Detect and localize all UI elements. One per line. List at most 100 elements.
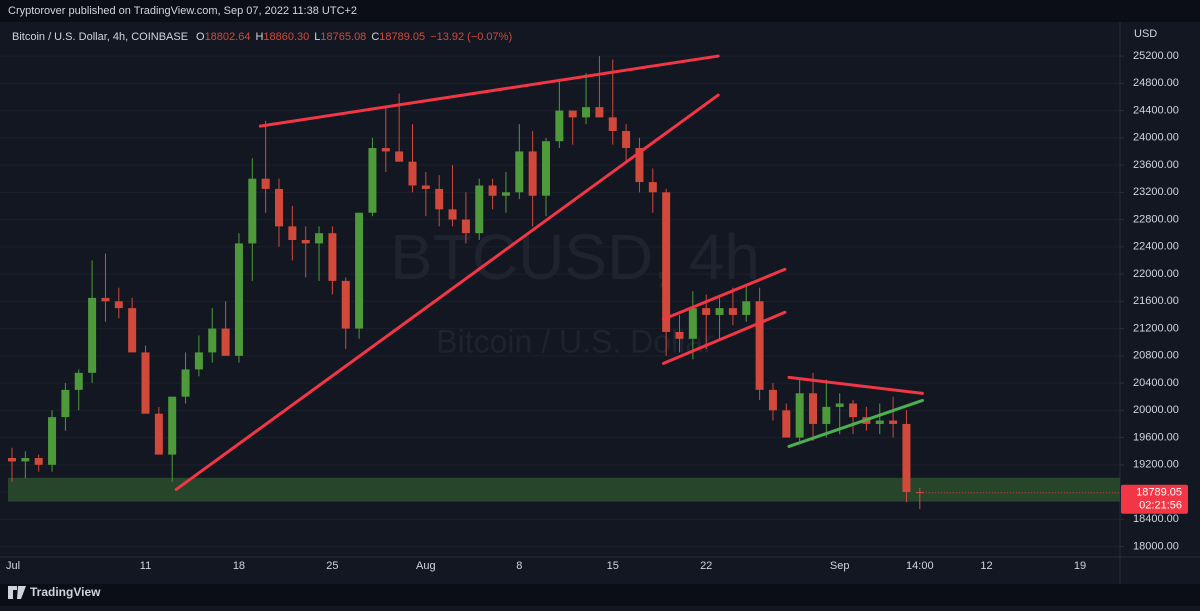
candle-body (261, 178, 270, 189)
ohlc-key: L (314, 31, 320, 43)
y-tick-label: 18000.00 (1133, 540, 1179, 552)
y-tick-label: 21600.00 (1133, 295, 1179, 307)
ohlc-key: C (371, 31, 379, 43)
candle-body (355, 212, 364, 329)
publisher: Cryptorover published on TradingView.com… (8, 5, 357, 17)
candle-body (515, 151, 524, 193)
candle-body (715, 308, 724, 315)
candle-body (889, 420, 898, 424)
last-price-tag (1121, 484, 1188, 514)
candle-body (768, 389, 777, 411)
candle-body (34, 458, 43, 465)
trend-line (258, 54, 720, 128)
candle-body (742, 301, 751, 315)
x-tick-label: 25 (326, 560, 338, 572)
candle-body (275, 188, 283, 227)
y-tick-label: 24800.00 (1133, 77, 1179, 89)
price-change: −13.92 (−0.07%) (430, 31, 512, 43)
y-tick-label: 20000.00 (1133, 404, 1179, 416)
candle-body (702, 308, 711, 315)
candle-body (461, 219, 470, 234)
y-tick-label: 20800.00 (1133, 350, 1179, 362)
y-tick-label: 24400.00 (1133, 104, 1179, 116)
candle-body (128, 308, 137, 353)
candle-body (208, 328, 217, 353)
candle-body (48, 417, 57, 465)
ohlc-value: 18789.05 (379, 31, 425, 43)
x-tick-label: 18 (233, 560, 245, 572)
x-tick-label: 8 (516, 560, 522, 572)
candle-body (662, 192, 671, 332)
candle-body (181, 369, 190, 397)
candle-body (8, 458, 16, 462)
x-tick-label: Sep (830, 560, 850, 572)
candle-body (488, 185, 497, 196)
y-tick-label: 22400.00 (1133, 241, 1179, 253)
candle-body (688, 308, 697, 339)
y-tick-label: 19600.00 (1133, 431, 1179, 443)
candle-body (542, 141, 550, 196)
candle-body (795, 393, 804, 438)
candle-body (88, 297, 97, 373)
candle-body (61, 389, 70, 418)
candle-body (648, 182, 657, 193)
x-tick-label: Aug (416, 560, 436, 572)
candle-body (154, 413, 163, 455)
candle-body (381, 148, 390, 152)
ohlc-values: O18802.64 H18860.30 L18765.08 C18789.05 −13.… (196, 31, 512, 43)
candle-body (448, 209, 457, 220)
ohlc-key: H (255, 31, 263, 43)
candle-body (368, 148, 377, 213)
bottom-bar (0, 584, 1200, 606)
candle-body (114, 301, 123, 309)
candle-body (328, 233, 337, 281)
y-tick-label: 23200.00 (1133, 186, 1179, 198)
trend-line (787, 375, 924, 395)
trend-line (661, 267, 787, 321)
last-price-label: 18789.05 (1136, 487, 1182, 499)
x-tick-label: 14:00 (906, 560, 934, 572)
countdown-label: 02:21:56 (1139, 500, 1182, 512)
candle-body (528, 151, 537, 196)
y-tick-label: 24000.00 (1133, 132, 1179, 144)
brand: TradingView (30, 585, 101, 599)
y-tick-label: 25200.00 (1133, 50, 1179, 62)
candle-body (755, 301, 764, 390)
candle-body (568, 110, 577, 118)
candle-body (635, 148, 644, 183)
candle-body (475, 185, 484, 234)
x-tick-label: 19 (1074, 560, 1086, 572)
candle-body (408, 161, 417, 186)
candle-body (809, 393, 817, 424)
watermark: BTCUSD, 4h Bitcoin / U.S. Dollar (390, 221, 760, 360)
candle-body (822, 406, 831, 424)
candle-body (849, 403, 858, 418)
y-tick-label: 21200.00 (1133, 322, 1179, 334)
x-tick-label: 12 (980, 560, 992, 572)
candle-body (728, 308, 737, 315)
candle-body (608, 117, 617, 131)
y-tick-label: 23600.00 (1133, 159, 1179, 171)
candle-body (74, 372, 83, 390)
candle-body (582, 107, 591, 118)
x-tick-label: 15 (607, 560, 619, 572)
y-tick-label: 19200.00 (1133, 459, 1179, 471)
candle-body (421, 185, 430, 189)
trend-line (661, 310, 787, 365)
ohlc-value: 18765.08 (320, 31, 366, 43)
y-tick-label: 20400.00 (1133, 377, 1179, 389)
trend-line (787, 398, 924, 448)
candle-body (501, 192, 510, 196)
y-tick-label: 18400.00 (1133, 513, 1179, 525)
ohlc-key: O (196, 31, 205, 43)
candle-body (168, 396, 177, 455)
candle-body (101, 297, 110, 302)
watermark-description: Bitcoin / U.S. Dollar (436, 323, 714, 359)
watermark-symbol: BTCUSD, 4h (390, 221, 760, 293)
candle-body (395, 151, 404, 162)
candle-body (675, 331, 684, 339)
candle-body (902, 423, 911, 493)
trend-line (174, 93, 720, 491)
